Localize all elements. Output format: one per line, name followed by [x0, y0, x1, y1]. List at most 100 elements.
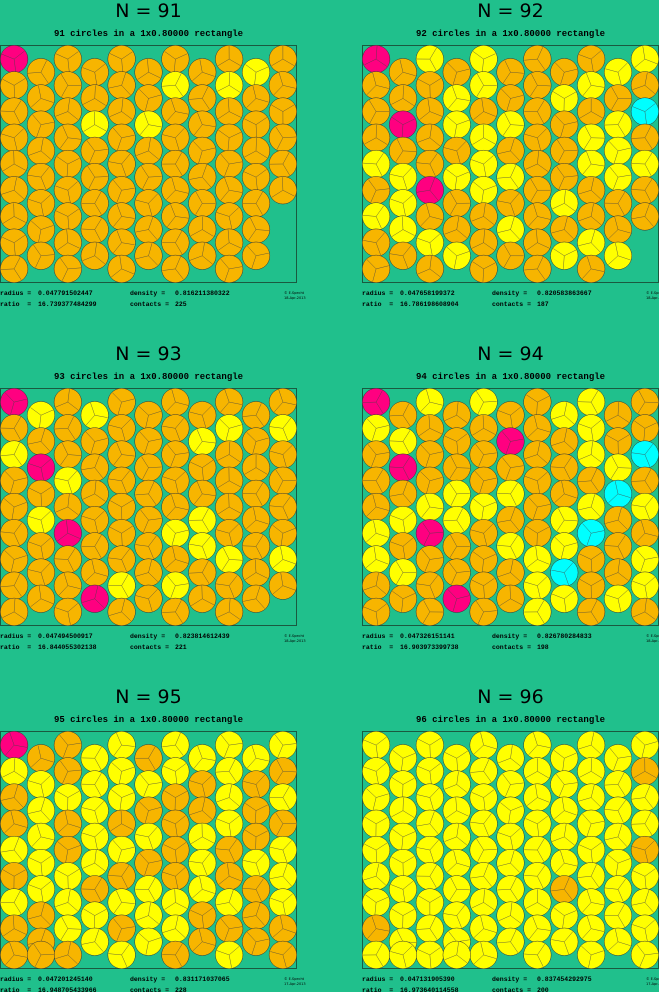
contact-line: [416, 162, 430, 165]
contact-line: [497, 150, 511, 155]
contact-line: [148, 411, 162, 416]
contact-line: [252, 85, 257, 99]
contact-line: [452, 598, 457, 612]
contact-line: [402, 194, 414, 204]
contact-line: [429, 268, 441, 278]
contact-line: [564, 877, 570, 890]
contact-line: [216, 848, 230, 851]
contact-line: [483, 954, 497, 959]
contact-line: [552, 203, 565, 210]
contact-line: [5, 744, 15, 756]
contact-line: [116, 230, 122, 243]
contact-line: [613, 758, 619, 771]
contact-line: [635, 735, 646, 746]
contact-line: [535, 784, 538, 798]
contact-line: [608, 141, 619, 152]
contact-line: [228, 98, 230, 112]
contact-line: [40, 458, 51, 468]
contact-line: [192, 72, 203, 81]
contact-line: [633, 771, 646, 779]
contact-line: [14, 398, 27, 403]
contact-line: [564, 149, 578, 152]
contact-line: [501, 88, 511, 99]
value: 16.844055302138: [38, 644, 97, 651]
contact-line: [282, 104, 295, 112]
contact-line: [533, 203, 538, 217]
contact-line: [67, 548, 76, 560]
contact-line: [391, 908, 404, 916]
contact-line: [557, 139, 565, 151]
contact-line: [167, 444, 176, 455]
contact-line: [605, 594, 619, 599]
contact-line: [644, 126, 652, 138]
contact-line: [558, 508, 565, 521]
contact-line: [282, 454, 287, 468]
contact-line: [429, 954, 432, 968]
contact-line: [605, 836, 619, 841]
contact-line: [202, 98, 210, 110]
contact-line: [94, 909, 107, 916]
contact-line: [402, 177, 408, 190]
contact-line: [13, 890, 21, 903]
contact-line: [40, 122, 54, 125]
contact-line: [55, 607, 68, 613]
contact-line: [375, 603, 387, 613]
contact-line: [524, 58, 538, 61]
contact-line: [564, 562, 574, 573]
contact-line: [66, 520, 69, 534]
contact-line: [40, 177, 47, 190]
contact-line: [502, 457, 511, 468]
contact-line: [175, 823, 178, 837]
contact-line: [374, 902, 377, 916]
contact-line: [422, 611, 431, 624]
contact-line: [139, 431, 149, 442]
contact-line: [510, 745, 513, 759]
contact-line: [189, 810, 203, 815]
contact-line: [617, 147, 631, 152]
panel-subtitle: 93 circles in a 1x0.80000 rectangle: [54, 372, 243, 382]
contact-line: [253, 507, 257, 521]
contact-line: [617, 62, 628, 73]
contact-line: [113, 216, 122, 227]
contact-line: [644, 598, 647, 612]
contact-line: [553, 907, 565, 916]
contact-line: [636, 549, 646, 560]
contact-line: [497, 545, 511, 547]
contact-line: [94, 98, 106, 106]
contact-line: [94, 85, 96, 99]
contact-line: [426, 203, 431, 217]
contact-line: [67, 98, 70, 112]
contact-line: [564, 456, 572, 468]
contact-line: [175, 744, 184, 756]
contact-line: [148, 826, 158, 838]
contact-line: [376, 817, 388, 824]
contact-line: [456, 941, 459, 955]
contact-line: [191, 598, 203, 606]
contact-line: [608, 255, 619, 265]
contact-line: [366, 418, 377, 429]
contact-line: [272, 559, 284, 569]
contact-line: [591, 842, 602, 851]
info-line: ratio = 16.973640114558 contacts = 200: [362, 987, 549, 992]
contact-line: [121, 268, 134, 275]
contact-line: [363, 606, 377, 613]
contact-line: [528, 744, 538, 755]
contact-line: [389, 466, 403, 468]
contact-line: [371, 454, 377, 467]
contact-line: [14, 216, 26, 223]
contact-line: [163, 765, 176, 772]
contact-line: [11, 506, 15, 520]
contact-line: [228, 889, 234, 903]
contact-line: [167, 216, 176, 227]
contact-line: [578, 216, 592, 222]
contact-line: [444, 752, 457, 759]
contact-line: [35, 954, 42, 967]
contact-line: [40, 137, 44, 151]
contact-line: [631, 189, 645, 191]
contact-line: [67, 928, 81, 930]
contact-line: [553, 91, 565, 99]
contact-line: [454, 255, 457, 269]
contact-line: [229, 132, 242, 138]
contact-line: [367, 928, 377, 939]
contact-line: [229, 946, 240, 956]
